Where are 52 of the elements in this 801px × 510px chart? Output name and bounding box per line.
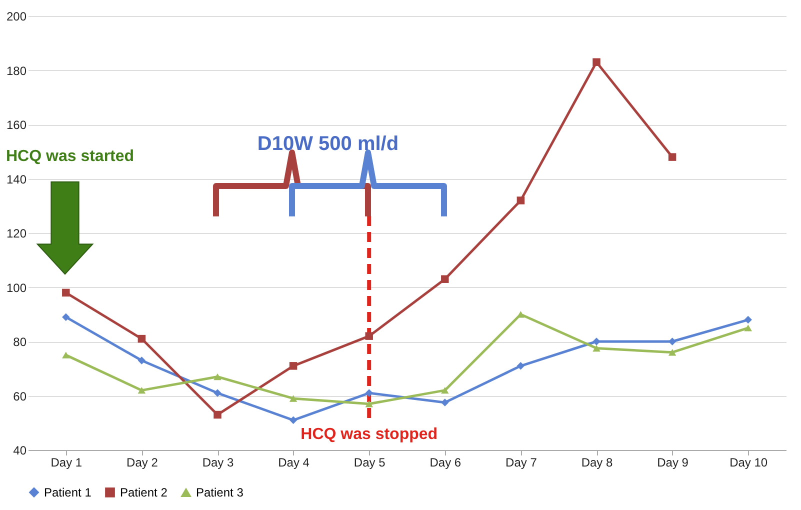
point <box>289 395 298 402</box>
y-tick-label: 200 <box>6 10 27 24</box>
y-tick-label: 80 <box>13 335 27 349</box>
y-tick-label: 160 <box>6 118 27 132</box>
point <box>214 389 222 397</box>
point <box>516 362 525 370</box>
point <box>214 410 222 419</box>
x-tick-label: Day 4 <box>278 456 310 470</box>
y-tick-label: 40 <box>13 444 27 458</box>
x-tick-label: Day 1 <box>50 456 82 470</box>
point <box>441 398 449 406</box>
point <box>62 313 70 321</box>
y-tick-label: 60 <box>13 389 27 404</box>
point <box>668 348 676 356</box>
y-tick-label: 100 <box>6 280 27 295</box>
point <box>365 332 373 340</box>
point <box>214 373 222 380</box>
point <box>592 338 600 346</box>
point <box>138 334 146 343</box>
x-tick-label: Day 8 <box>581 456 613 470</box>
point <box>62 288 70 297</box>
point <box>592 58 600 66</box>
x-tick-label: Day 6 <box>430 456 462 470</box>
point <box>138 356 146 364</box>
point <box>365 400 373 408</box>
point <box>365 389 373 397</box>
point <box>516 196 525 204</box>
y-tick-label: 140 <box>6 172 27 186</box>
annotation: D10W 500 ml/d <box>257 133 399 155</box>
point <box>138 386 146 394</box>
legend-label: Patient 2 <box>120 485 168 500</box>
point <box>592 344 600 352</box>
y-tick-label: 180 <box>6 64 27 78</box>
point <box>289 416 298 424</box>
point <box>668 153 676 161</box>
point <box>441 275 449 283</box>
point <box>744 324 752 332</box>
y-tick-label: 120 <box>6 226 27 240</box>
x-tick-label: Day 2 <box>126 456 158 470</box>
x-tick-label: Day 7 <box>506 456 538 470</box>
x-tick-label: Day 5 <box>354 456 386 470</box>
x-tick-label: Day 9 <box>657 456 689 470</box>
point <box>441 386 449 394</box>
point <box>289 362 298 370</box>
point <box>744 316 752 324</box>
point <box>62 352 70 358</box>
annotation: HCQ was started <box>6 148 134 165</box>
ref-line-label: HCQ was stopped <box>300 426 438 443</box>
x-tick-label: Day 10 <box>730 456 768 470</box>
legend-label: Patient 1 <box>44 485 92 500</box>
x-tick-label: Day 3 <box>202 456 234 470</box>
legend-label: Patient 3 <box>196 486 244 500</box>
